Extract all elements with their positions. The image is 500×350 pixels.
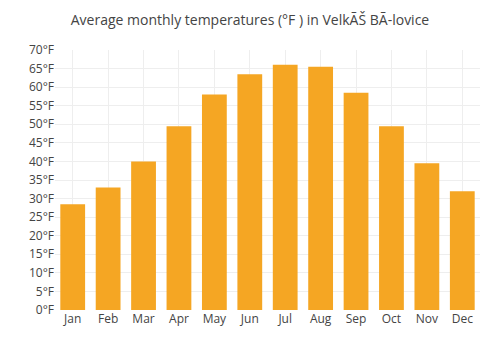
- svg-text:Apr: Apr: [169, 310, 189, 327]
- svg-text:25°F: 25°F: [29, 208, 54, 225]
- svg-text:Average monthly temperatures (: Average monthly temperatures (°F ) in Ve…: [71, 10, 430, 29]
- svg-text:Sep: Sep: [346, 310, 367, 327]
- svg-text:Aug: Aug: [310, 310, 332, 327]
- svg-text:55°F: 55°F: [29, 97, 54, 114]
- svg-text:65°F: 65°F: [29, 60, 54, 77]
- svg-text:Mar: Mar: [132, 310, 154, 327]
- svg-text:60°F: 60°F: [29, 78, 54, 95]
- svg-text:Oct: Oct: [382, 310, 401, 327]
- svg-text:30°F: 30°F: [29, 190, 54, 207]
- svg-text:Jan: Jan: [63, 310, 81, 327]
- svg-text:Jul: Jul: [277, 310, 292, 327]
- svg-text:45°F: 45°F: [29, 134, 54, 151]
- svg-text:Nov: Nov: [416, 310, 438, 327]
- svg-text:40°F: 40°F: [29, 153, 54, 170]
- svg-text:50°F: 50°F: [29, 115, 54, 132]
- svg-text:0°F: 0°F: [36, 301, 54, 318]
- svg-text:May: May: [203, 310, 227, 327]
- svg-text:15°F: 15°F: [29, 245, 54, 262]
- svg-text:70°F: 70°F: [29, 41, 54, 58]
- svg-text:20°F: 20°F: [29, 227, 54, 244]
- svg-text:5°F: 5°F: [36, 283, 54, 300]
- svg-text:Jun: Jun: [240, 310, 259, 327]
- svg-text:Feb: Feb: [98, 310, 118, 327]
- svg-text:10°F: 10°F: [29, 264, 54, 281]
- svg-text:35°F: 35°F: [29, 171, 54, 188]
- svg-text:Dec: Dec: [452, 310, 473, 327]
